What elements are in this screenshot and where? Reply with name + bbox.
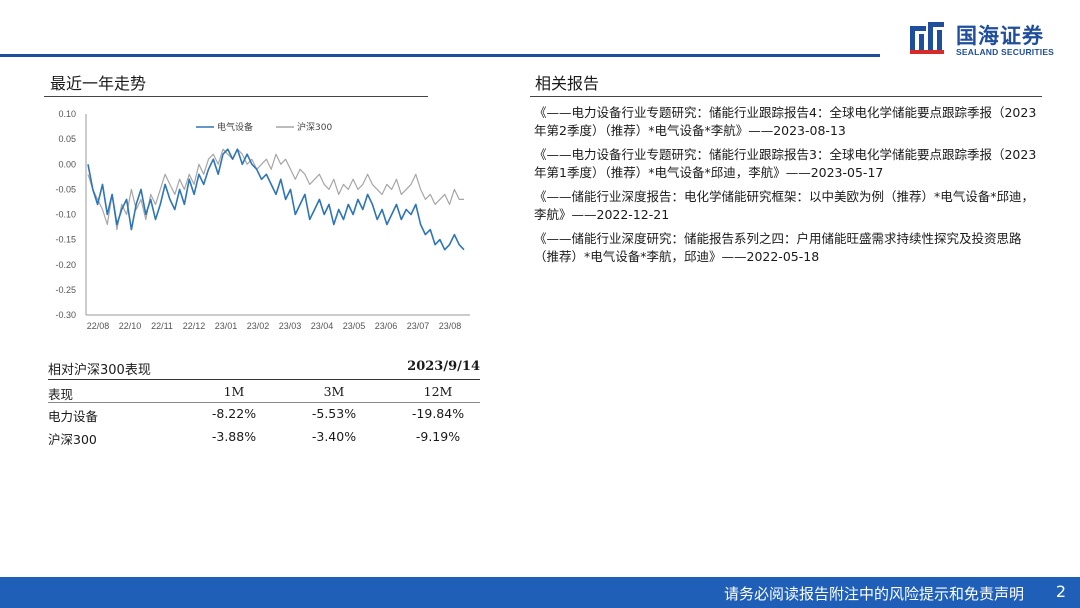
page-number: 2 [1055, 582, 1066, 601]
performance-row-label: 电力设备 [48, 409, 99, 424]
performance-header-12m: 12M [423, 384, 453, 399]
performance-header-label: 表现 [48, 387, 74, 402]
sealand-logo-icon [910, 22, 944, 54]
y-tick-label: -0.25 [55, 285, 76, 295]
footer-bar: 请务必阅读报告附注中的风险提示和免责声明 2 [0, 577, 1080, 608]
y-tick-label: -0.30 [55, 310, 76, 320]
disclaimer-note[interactable]: 请务必阅读报告附注中的风险提示和免责声明 [723, 585, 1024, 603]
legend-label: 沪深300 [297, 121, 332, 133]
y-tick-label: 0.10 [58, 109, 76, 119]
performance-rule-top [48, 379, 480, 380]
performance-header: 相对沪深300表现 2023/9/14 [48, 359, 480, 379]
performance-row-value: -8.22% [211, 406, 257, 421]
x-tick-label: 23/07 [407, 321, 430, 331]
report-link[interactable]: 《——储能行业深度报告：电化学储能研究框架：以中美欧为例（推荐）*电气设备*邱迪… [534, 189, 1035, 222]
performance-row-value: -5.53% [311, 406, 357, 421]
performance-header-3m: 3M [323, 384, 345, 399]
x-tick-label: 23/06 [375, 321, 398, 331]
brand-name-en: SEALAND SECURITIES [956, 47, 1055, 57]
performance-row-value: -3.40% [311, 429, 357, 444]
performance-table-header-row: 表现 1M 3M 12M [48, 384, 480, 406]
performance-title: 相对沪深300表现 [48, 363, 151, 378]
x-tick-label: 23/02 [247, 321, 270, 331]
x-tick-label: 22/10 [119, 321, 142, 331]
series-line [87, 148, 464, 231]
performance-rule-mid [48, 402, 480, 403]
y-tick-label: 0.05 [58, 134, 76, 144]
x-tick-label: 22/11 [151, 321, 173, 331]
x-tick-label: 23/01 [215, 321, 238, 331]
x-tick-label: 22/08 [87, 321, 110, 331]
x-tick-label: 23/08 [439, 321, 462, 331]
report-link[interactable]: 《——储能行业深度研究：储能报告系列之四：户用储能旺盛需求持续性探究及投资思路（… [534, 231, 1022, 264]
x-tick-label: 23/03 [279, 321, 302, 331]
x-tick-label: 23/05 [343, 321, 366, 331]
report-link[interactable]: 《——电力设备行业专题研究：储能行业跟踪报告4：全球电化学储能要点跟踪季报（20… [534, 105, 1037, 138]
y-tick-label: -0.15 [55, 235, 76, 245]
legend-label: 电气设备 [217, 121, 253, 133]
performance-header-1m: 1M [223, 384, 245, 399]
trend-section-title: 最近一年走势 [50, 74, 147, 93]
x-tick-label: 22/12 [183, 321, 206, 331]
performance-date: 2023/9/14 [407, 359, 480, 374]
reports-section-title: 相关报告 [535, 74, 600, 93]
reports-section-rule [530, 96, 1042, 97]
y-tick-label: 0.00 [58, 159, 76, 169]
trend-chart-svg: 0.10 0.05 0.00 -0.05 -0.10 -0.15 -0.20 -0.25 -0.… [55, 109, 470, 331]
y-tick-label: -0.10 [55, 210, 76, 220]
brand-name-cn: 国海证券 [956, 24, 1044, 48]
series-line [87, 148, 465, 251]
brand-logo: 国海证券 SEALAND SECURITIES [908, 18, 1068, 60]
trend-chart: 0.10 0.05 0.00 -0.05 -0.10 -0.15 -0.20 -0.25 -0.… [44, 100, 474, 340]
table-row: 沪深300 -3.88% -3.40% -9.19% [48, 429, 480, 451]
performance-row-label: 沪深300 [48, 432, 97, 447]
y-tick-label: -0.05 [55, 184, 76, 194]
performance-row-value: -9.19% [415, 429, 461, 444]
x-tick-label: 23/04 [311, 321, 334, 331]
performance-row-value: -3.88% [211, 429, 257, 444]
header-rule [0, 54, 880, 57]
related-reports-list: 《——电力设备行业专题研究：储能行业跟踪报告4：全球电化学储能要点跟踪季报（20… [534, 104, 1044, 272]
performance-row-value: -19.84% [411, 406, 465, 421]
trend-section-rule [44, 96, 428, 97]
table-row: 电力设备 -8.22% -5.53% -19.84% [48, 406, 480, 428]
y-tick-label: -0.20 [55, 260, 76, 270]
report-link[interactable]: 《——电力设备行业专题研究：储能行业跟踪报告3：全球电化学储能要点跟踪季报（20… [534, 147, 1037, 180]
